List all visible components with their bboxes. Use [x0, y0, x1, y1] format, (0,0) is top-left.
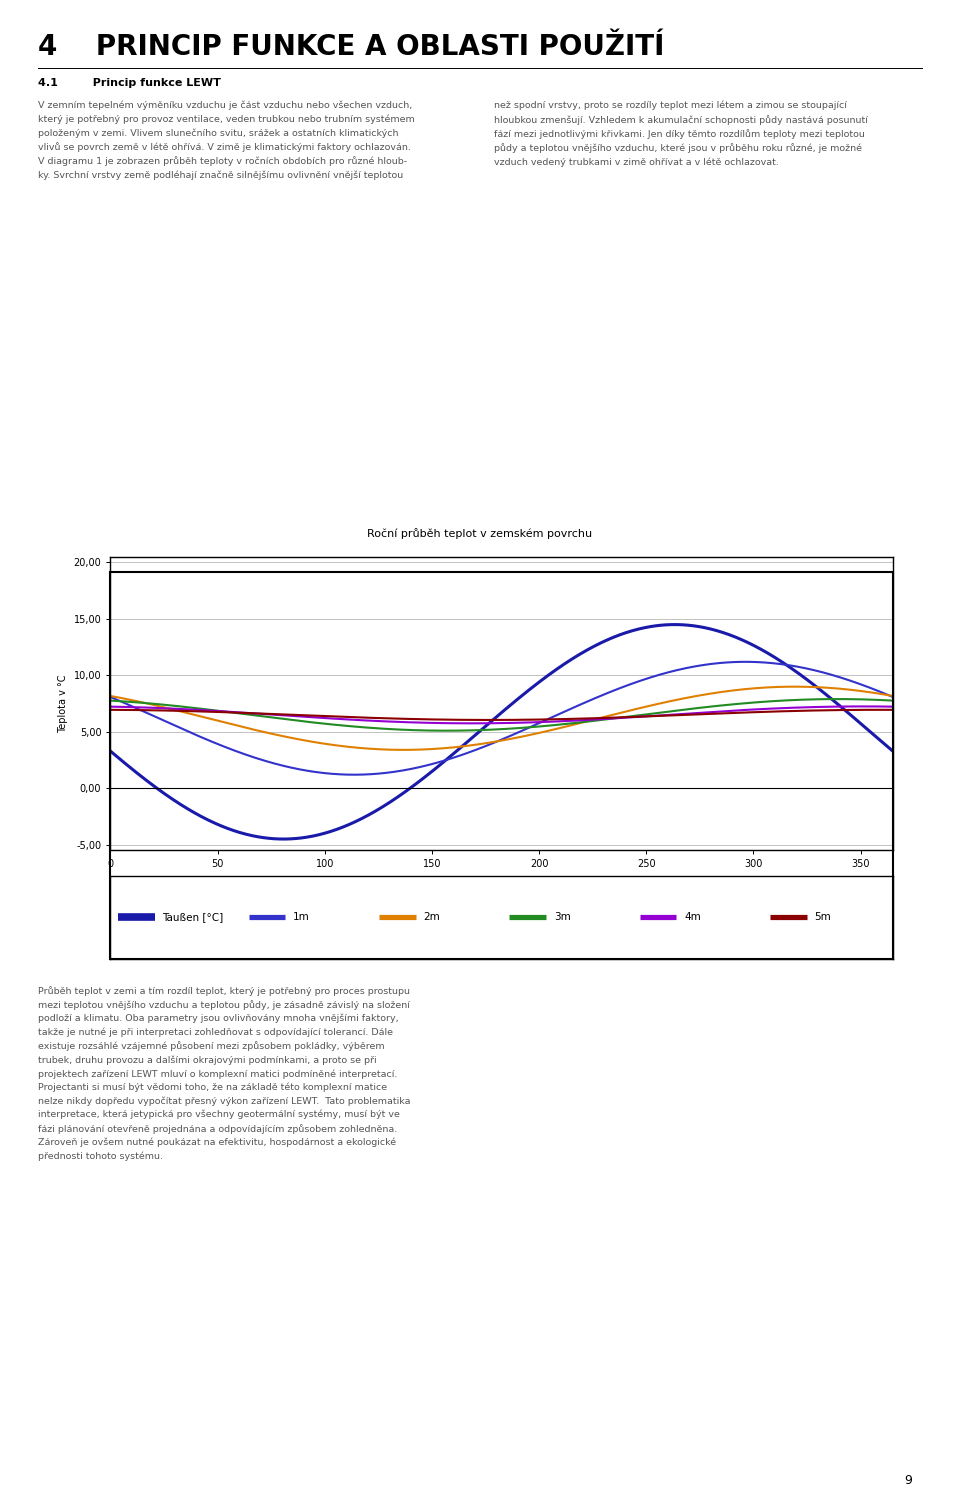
Text: 3m: 3m	[554, 912, 570, 923]
Text: 5m: 5m	[814, 912, 831, 923]
Text: 2m: 2m	[423, 912, 440, 923]
Text: 1m: 1m	[293, 912, 310, 923]
Text: V zemním tepelném výměníku vzduchu je část vzduchu nebo všechen vzduch,
který je: V zemním tepelném výměníku vzduchu je čá…	[38, 101, 415, 179]
Text: Roční průběh teplot v zemském povrchu: Roční průběh teplot v zemském povrchu	[368, 528, 592, 539]
Text: 4    PRINCIP FUNKCE A OBLASTI POUŽITÍ: 4 PRINCIP FUNKCE A OBLASTI POUŽITÍ	[38, 33, 664, 62]
Text: 4m: 4m	[684, 912, 701, 923]
Text: než spodní vrstvy, proto se rozdíly teplot mezi létem a zimou se stoupající
hlou: než spodní vrstvy, proto se rozdíly tepl…	[494, 101, 868, 167]
Text: 9: 9	[904, 1473, 912, 1487]
Y-axis label: Teplota v °C: Teplota v °C	[58, 674, 68, 733]
Text: Průběh teplot v zemi a tím rozdíl teplot, který je potřebný pro proces prostupu
: Průběh teplot v zemi a tím rozdíl teplot…	[38, 986, 411, 1160]
Text: 4.1         Princip funkce LEWT: 4.1 Princip funkce LEWT	[38, 78, 221, 89]
Text: Taußen [°C]: Taußen [°C]	[162, 912, 224, 923]
